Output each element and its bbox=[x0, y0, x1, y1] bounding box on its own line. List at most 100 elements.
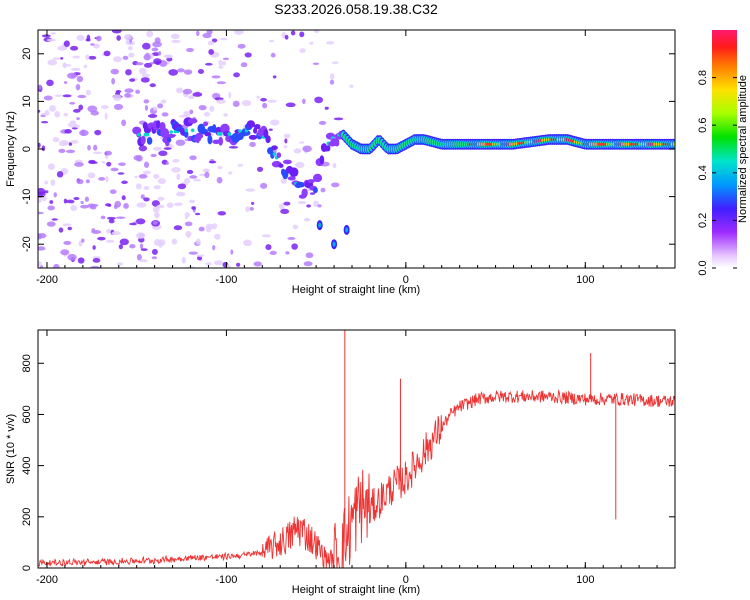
snr-axes: -200 -100 0 100 0 200 400 600 800 bbox=[21, 330, 676, 586]
noise-blob bbox=[287, 237, 296, 240]
noise-blob bbox=[284, 138, 288, 144]
noise-blob bbox=[109, 189, 117, 195]
noise-blob bbox=[260, 97, 267, 102]
noise-blob bbox=[84, 196, 90, 202]
noise-blob bbox=[65, 149, 76, 154]
noise-blob bbox=[214, 233, 221, 240]
noise-blob bbox=[123, 33, 133, 40]
noise-blob bbox=[267, 99, 278, 103]
noise-blob bbox=[245, 188, 256, 192]
noise-blob bbox=[118, 244, 124, 250]
colorbar-gradient bbox=[712, 30, 737, 268]
ridge-core bbox=[238, 129, 242, 133]
noise-blob bbox=[139, 243, 144, 250]
noise-blob bbox=[331, 182, 340, 188]
noise-blob bbox=[278, 203, 285, 210]
noise-blob bbox=[270, 119, 280, 126]
ridge-core bbox=[227, 132, 232, 136]
colorbar-tick-label: 0.6 bbox=[697, 118, 709, 133]
ridge-blob bbox=[253, 123, 261, 130]
colorbar: 0.0 0.2 0.4 0.6 0.8 Normalized spectral ampl… bbox=[697, 30, 749, 276]
noise-blob bbox=[184, 212, 191, 218]
noise-blob bbox=[67, 122, 77, 128]
noise-blob bbox=[111, 231, 121, 236]
y-tick-label: 200 bbox=[21, 508, 33, 526]
noise-blob bbox=[153, 146, 163, 151]
noise-blob bbox=[207, 40, 215, 46]
noise-blob bbox=[121, 195, 126, 201]
noise-blob bbox=[184, 221, 193, 227]
noise-blob bbox=[60, 249, 70, 256]
noise-blob bbox=[85, 89, 92, 96]
ridge-blob bbox=[295, 181, 306, 188]
noise-blob bbox=[105, 175, 109, 183]
noise-blob bbox=[150, 153, 157, 158]
noise-blob bbox=[240, 62, 248, 68]
noise-blob bbox=[46, 221, 56, 227]
noise-blob bbox=[186, 169, 194, 174]
ridge-core bbox=[145, 132, 150, 137]
colorbar-tick-label: 0.4 bbox=[697, 165, 709, 180]
noise-blob bbox=[47, 59, 58, 66]
bottom-y-axis-label: SNR (10 * v/v) bbox=[5, 414, 17, 484]
noise-blob bbox=[218, 59, 223, 66]
noise-blob bbox=[100, 105, 109, 110]
noise-blob bbox=[116, 35, 121, 41]
noise-blob bbox=[127, 46, 133, 51]
noise-blob bbox=[53, 192, 57, 198]
noise-blob bbox=[245, 206, 250, 213]
noise-blob bbox=[134, 175, 138, 179]
noise-blob bbox=[124, 93, 132, 98]
noise-blob bbox=[153, 58, 162, 65]
ridge-blob bbox=[246, 120, 255, 128]
noise-blob bbox=[38, 246, 46, 251]
noise-blob bbox=[38, 261, 42, 267]
noise-blob bbox=[105, 239, 115, 243]
noise-blob bbox=[76, 34, 85, 42]
noise-blob bbox=[92, 258, 101, 263]
noise-blob bbox=[92, 245, 96, 250]
noise-blob bbox=[309, 192, 316, 195]
noise-blob bbox=[170, 33, 180, 40]
noise-blob bbox=[208, 160, 217, 164]
noise-blob bbox=[228, 91, 232, 99]
noise-blob bbox=[329, 73, 335, 80]
noise-blob bbox=[305, 252, 314, 259]
noise-blob bbox=[44, 180, 49, 185]
snr-series bbox=[38, 330, 675, 568]
noise-blob bbox=[122, 55, 129, 60]
ridge-blob bbox=[207, 135, 213, 145]
y-tick-label: 0 bbox=[21, 146, 33, 152]
ridge-blob bbox=[166, 133, 176, 138]
noise-blob bbox=[114, 200, 122, 208]
noise-blob bbox=[91, 228, 96, 232]
noise-blob bbox=[320, 187, 326, 193]
noise-blob bbox=[83, 64, 88, 69]
noise-blob bbox=[221, 60, 227, 66]
noise-blob bbox=[90, 43, 95, 46]
noise-blob bbox=[54, 94, 62, 97]
noise-blob bbox=[72, 55, 81, 59]
noise-blob bbox=[253, 261, 262, 267]
noise-blob bbox=[177, 68, 185, 73]
noise-blob bbox=[124, 88, 134, 93]
y-tick-label: 600 bbox=[21, 405, 33, 423]
noise-blob bbox=[261, 234, 271, 238]
feature-core bbox=[332, 241, 336, 247]
ridge-blob bbox=[313, 173, 323, 183]
noise-blob bbox=[57, 45, 67, 51]
noise-blob bbox=[312, 62, 320, 66]
noise-blob bbox=[272, 75, 277, 79]
snr-panel: -200 -100 0 100 0 200 400 600 800 Height of stra… bbox=[5, 329, 676, 596]
noise-blob bbox=[228, 146, 239, 149]
noise-blob bbox=[62, 223, 72, 227]
noise-blob bbox=[67, 72, 77, 79]
ridge-blob bbox=[140, 135, 146, 145]
noise-blob bbox=[203, 112, 211, 117]
noise-blob bbox=[63, 112, 69, 117]
noise-blob bbox=[243, 239, 252, 247]
noise-blob bbox=[299, 31, 305, 38]
noise-blob bbox=[177, 183, 187, 190]
feature-core bbox=[345, 227, 349, 233]
